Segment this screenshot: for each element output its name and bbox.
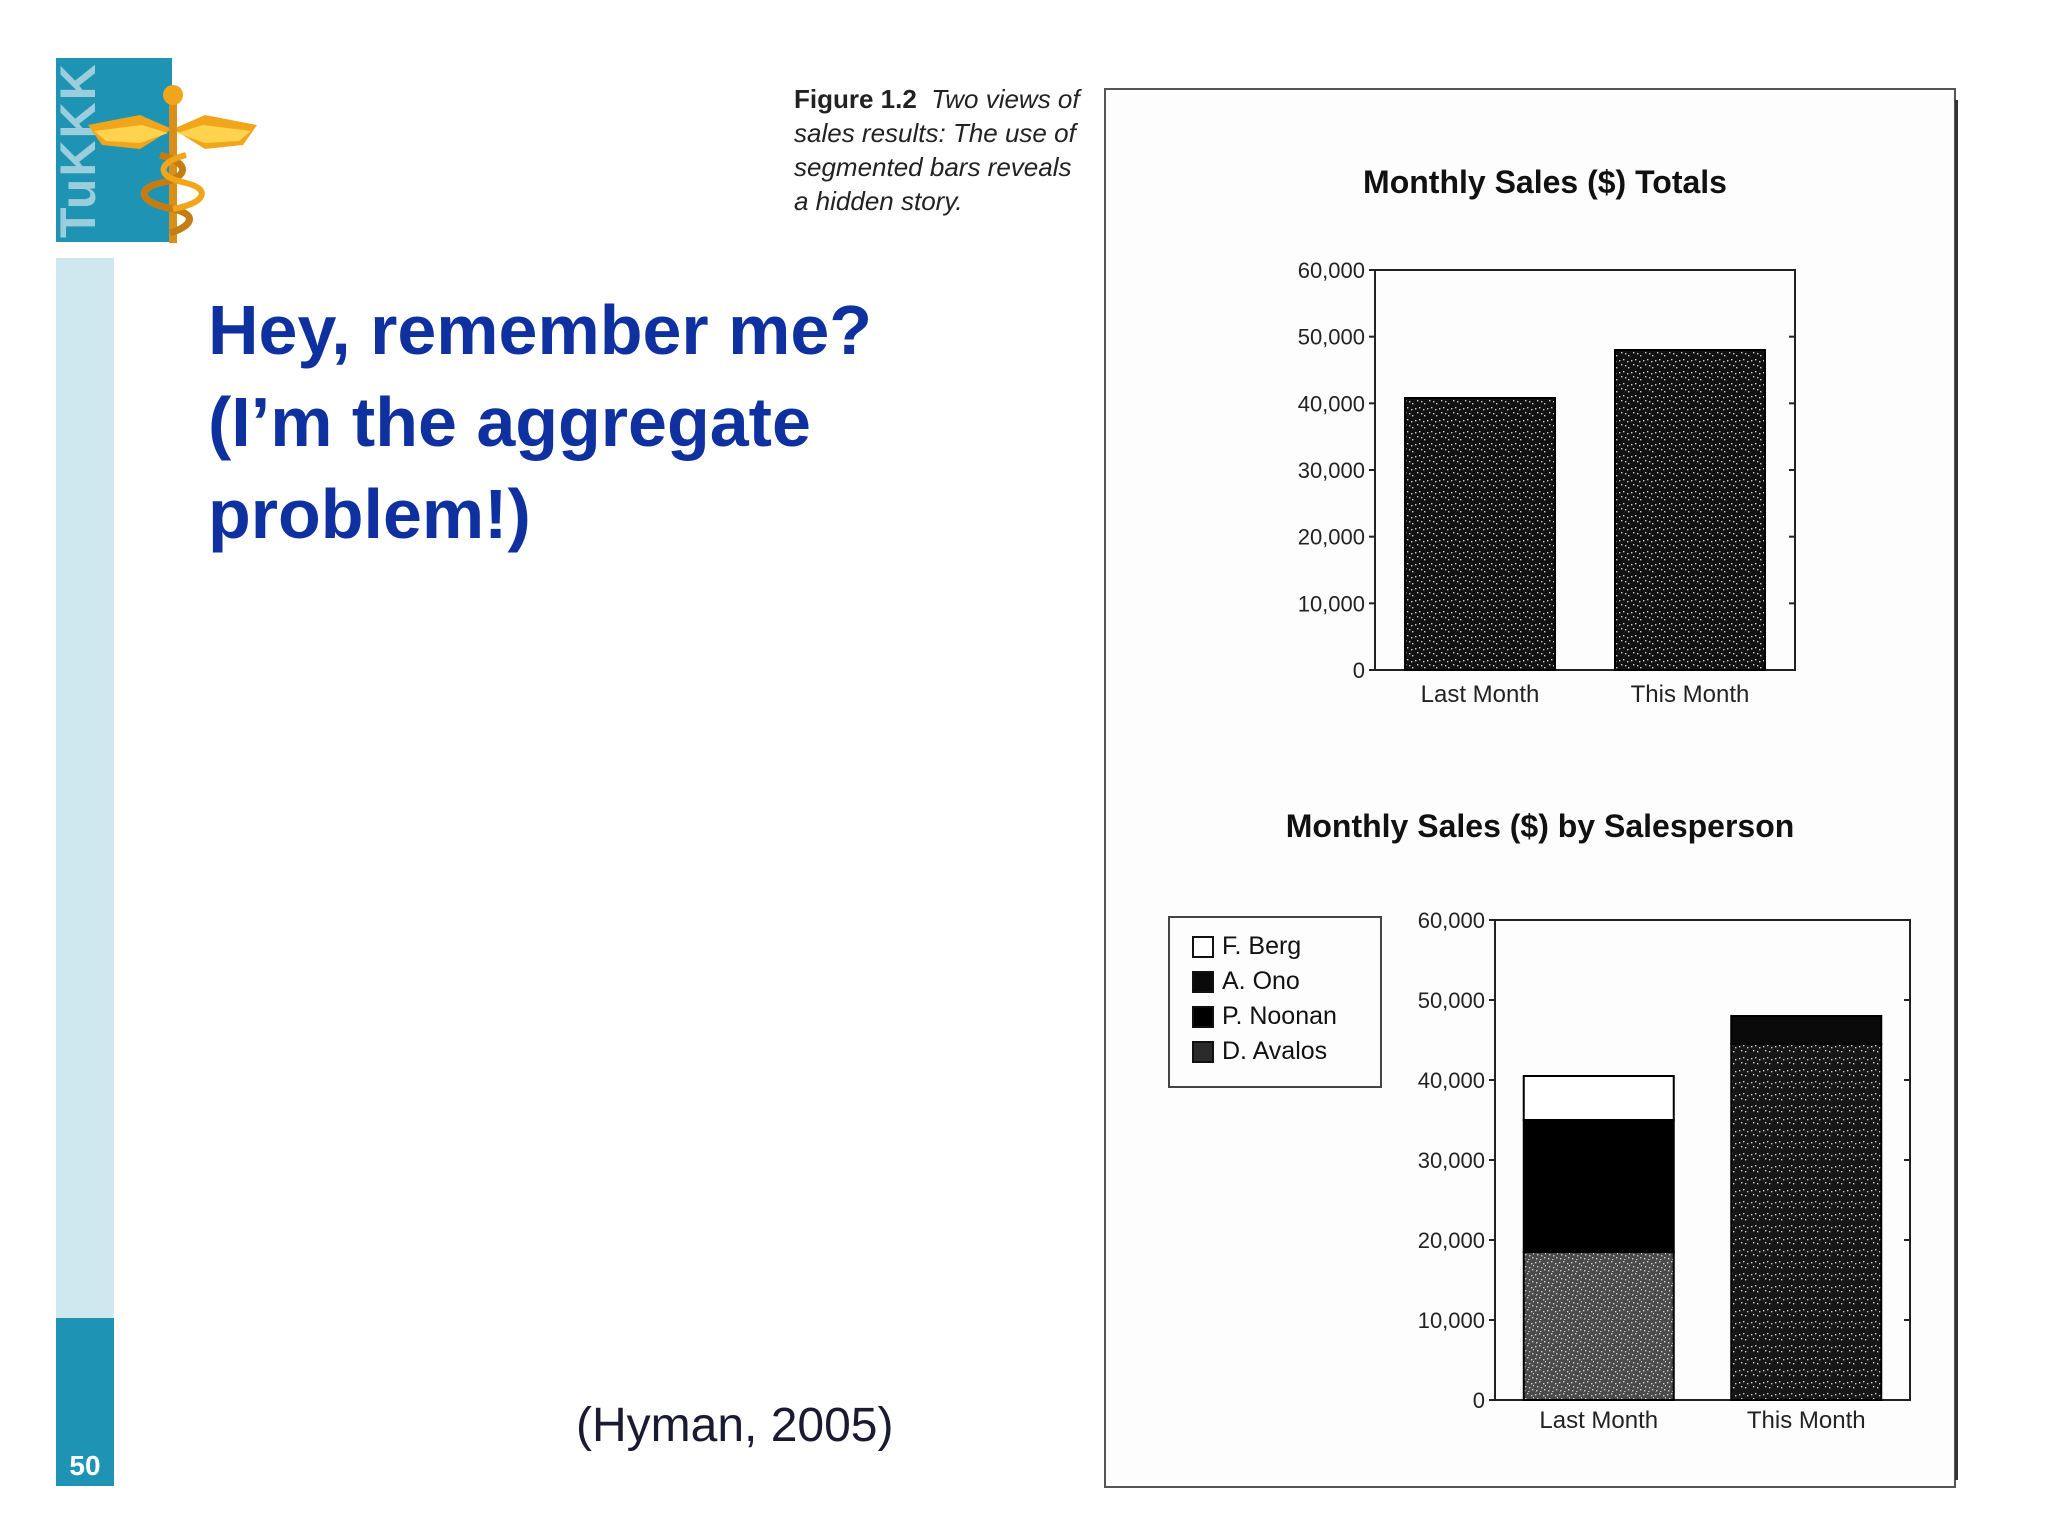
caption-line-2: sales results: The use of bbox=[794, 118, 1076, 148]
chart2-segment-davalos-2 bbox=[1730, 1043, 1883, 1401]
legend-item-ono: A. Ono bbox=[1192, 967, 1300, 996]
legend-item-avalos: D. Avalos bbox=[1192, 1037, 1327, 1066]
salesperson-stacked-bar-chart: 0 10,000 20,000 30,000 40,000 50,000 60,000 Las… bbox=[1418, 908, 1911, 1434]
chart1-ytick-label: 40,000 bbox=[1298, 391, 1365, 416]
chart2-title: Monthly Sales ($) by Salesperson bbox=[1285, 808, 1795, 844]
chart1-ytick-label: 60,000 bbox=[1298, 258, 1365, 283]
chart2-segment-fberg-1 bbox=[1522, 1075, 1675, 1121]
caption-line-4: a hidden story. bbox=[794, 186, 963, 216]
legend-swatch-avalos bbox=[1192, 1040, 1214, 1063]
chart2-ytick-label: 30,000 bbox=[1418, 1148, 1485, 1173]
chart2-segment-aono-2 bbox=[1730, 1015, 1883, 1045]
sidebar-light-band bbox=[56, 258, 114, 1318]
legend-label-berg: F. Berg bbox=[1222, 932, 1302, 960]
citation: (Hyman, 2005) bbox=[576, 1399, 894, 1452]
title-line-3: problem!) bbox=[208, 475, 531, 553]
caption-line-1: Two views of bbox=[931, 84, 1080, 114]
legend-swatch-noonan bbox=[1192, 1005, 1214, 1028]
legend-item-noonan: P. Noonan bbox=[1192, 1002, 1337, 1031]
sidebar-dark-band bbox=[56, 1318, 114, 1486]
legend-label-noonan: P. Noonan bbox=[1222, 1002, 1337, 1030]
chart2-ytick-label: 10,000 bbox=[1418, 1308, 1485, 1333]
chart2-ytick-label: 40,000 bbox=[1418, 1068, 1485, 1093]
chart2-ytick-label: 50,000 bbox=[1418, 988, 1485, 1013]
slide-title: Hey, remember me? (I’m the aggregate pro… bbox=[208, 284, 988, 560]
chart2-ytick-label: 0 bbox=[1473, 1388, 1485, 1413]
scan-edge bbox=[1955, 100, 1958, 1480]
chart1-ytick-label: 20,000 bbox=[1298, 525, 1365, 550]
chart2-segment-pnoonan-1 bbox=[1522, 1119, 1675, 1253]
title-line-1: Hey, remember me? bbox=[208, 291, 873, 369]
caption-line-3: segmented bars reveals bbox=[794, 152, 1072, 182]
chart2-ytick-label: 20,000 bbox=[1418, 1228, 1485, 1253]
chart2-xtick-label: Last Month bbox=[1539, 1407, 1658, 1434]
figure-label: Figure 1.2 bbox=[794, 84, 917, 114]
chart1-title: Monthly Sales ($) Totals bbox=[1363, 164, 1727, 200]
legend-label-avalos: D. Avalos bbox=[1222, 1037, 1328, 1065]
chart1-ytick-label: 30,000 bbox=[1298, 458, 1365, 483]
chart1-ytick-label: 50,000 bbox=[1298, 325, 1365, 350]
title-line-2: (I’m the aggregate bbox=[208, 383, 811, 461]
caduceus-logo-icon bbox=[88, 85, 257, 243]
legend-swatch-berg bbox=[1192, 935, 1214, 958]
slide-number: 50 bbox=[69, 1450, 101, 1481]
chart1-xtick-label: This Month bbox=[1631, 681, 1750, 708]
chart1-xtick-label: Last Month bbox=[1421, 681, 1540, 708]
chart2-ytick-label: 60,000 bbox=[1418, 908, 1485, 933]
chart2-legend: F. Berg A. Ono P. Noonan D. Avalos bbox=[1168, 916, 1382, 1088]
figure-caption: Figure 1.2 Two views of sales results: T… bbox=[794, 82, 1084, 218]
chart1-bar-1 bbox=[1404, 397, 1556, 671]
logo-background bbox=[56, 58, 172, 242]
totals-bar-chart: 0 10,000 20,000 30,000 40,000 50,000 60,000 Las… bbox=[1298, 258, 1796, 708]
chart1-ytick-label: 0 bbox=[1353, 658, 1365, 683]
chart1-bar-2 bbox=[1614, 349, 1766, 671]
legend-swatch-ono bbox=[1192, 970, 1214, 993]
legend-item-berg: F. Berg bbox=[1192, 932, 1301, 961]
chart1-ytick-label: 10,000 bbox=[1298, 591, 1365, 616]
chart2-xtick-label: This Month bbox=[1747, 1407, 1866, 1434]
chart2-segment-davalos-1 bbox=[1522, 1251, 1675, 1401]
legend-label-ono: A. Ono bbox=[1222, 967, 1300, 995]
